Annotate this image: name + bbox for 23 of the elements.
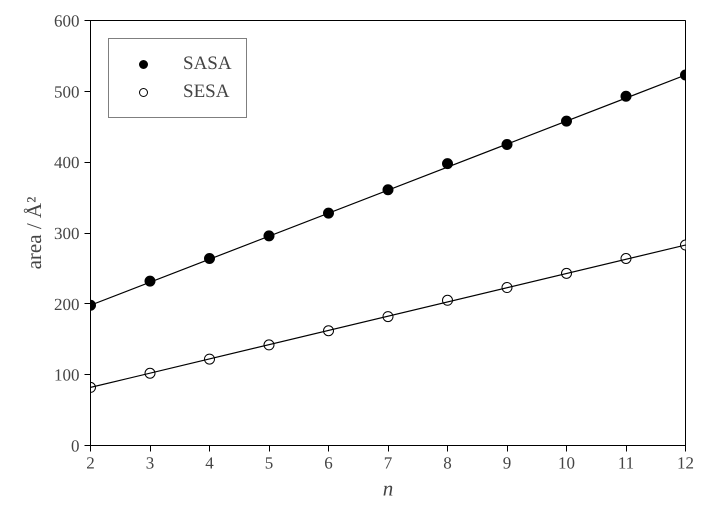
y-axis-title: area / Å² (22, 196, 46, 270)
x-tick-label: 10 (558, 454, 575, 472)
x-axis-title: n (382, 476, 394, 500)
x-tick-label: 12 (677, 454, 694, 472)
x-tick-label: 6 (324, 454, 333, 472)
legend-label: SESA (183, 81, 230, 103)
y-tick-label: 0 (71, 436, 80, 456)
y-tick-label: 200 (54, 294, 80, 314)
y-tick-label: 100 (54, 366, 80, 385)
x-tick-label: 5 (264, 454, 274, 472)
y-tick-label: 500 (54, 82, 80, 102)
point (442, 158, 453, 170)
x-tick-label: 2 (86, 454, 95, 472)
y-tick-label: 400 (54, 153, 80, 172)
x-tick-label: 8 (443, 454, 452, 472)
x-tick-label: 11 (618, 454, 634, 472)
x-tick-label: 9 (502, 454, 512, 472)
x-tick-label: 3 (146, 454, 154, 472)
x-tick-label: 7 (384, 454, 393, 472)
x-tick-label: 4 (205, 454, 214, 472)
legend-label: SASA (183, 53, 232, 75)
y-tick-label: 600 (54, 12, 80, 30)
y-tick-label: 300 (54, 224, 80, 243)
